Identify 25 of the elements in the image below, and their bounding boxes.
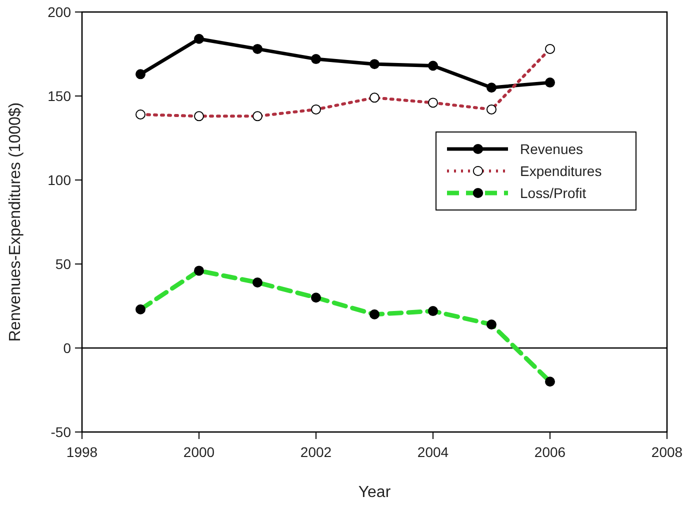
x-tick-label: 2000 — [183, 444, 215, 460]
point — [252, 44, 262, 54]
point — [194, 34, 204, 44]
point — [136, 69, 146, 80]
x-axis-title: Year — [358, 484, 392, 501]
x-tick-label: 1998 — [66, 444, 98, 460]
x-tick-label: 2008 — [651, 444, 683, 460]
y-tick-label: 100 — [48, 172, 72, 188]
y-tick-label: -50 — [50, 424, 72, 440]
legend-label: Revenues — [520, 141, 584, 157]
y-tick-label: 0 — [63, 340, 72, 356]
point — [486, 82, 496, 93]
point — [370, 59, 380, 70]
point — [311, 54, 321, 64]
y-tick-label: 50 — [55, 256, 72, 272]
point — [428, 60, 438, 71]
x-tick-label: 2004 — [417, 444, 449, 460]
legend-label: Expenditures — [520, 163, 602, 179]
x-tick-label: 2006 — [534, 444, 566, 460]
legend-label: Loss/Profit — [520, 185, 586, 201]
x-tick-label: 2002 — [300, 444, 332, 460]
y-axis-title: Renvenues-Expenditures (1000$) — [7, 102, 24, 342]
y-tick-label: 150 — [48, 88, 72, 104]
y-tick-label: 200 — [48, 4, 72, 20]
point — [545, 78, 555, 88]
